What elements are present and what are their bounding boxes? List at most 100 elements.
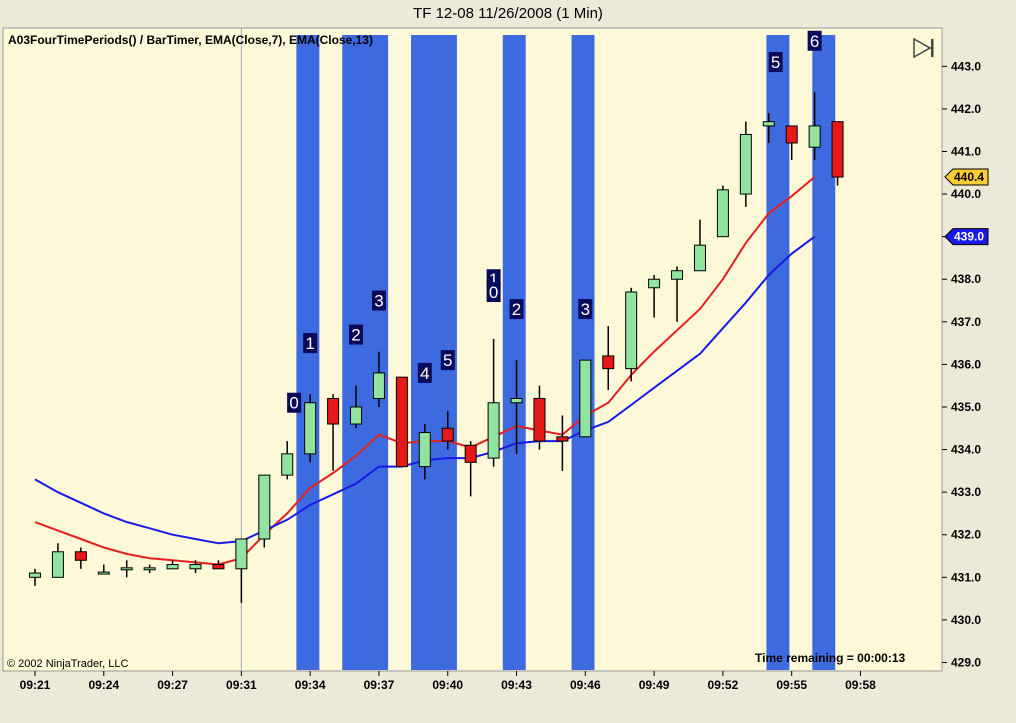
- count-label: 5: [443, 351, 452, 370]
- candle-up: [808, 125, 821, 148]
- candle-up: [693, 244, 706, 272]
- y-tick-label: 429.0: [951, 655, 981, 669]
- play-step-icon[interactable]: [911, 36, 937, 60]
- y-tick-label: 441.0: [951, 144, 981, 158]
- candle-up: [579, 359, 592, 438]
- y-tick-label: 431.0: [951, 570, 981, 584]
- count-label: 2: [351, 326, 360, 345]
- y-tick-label: 432.0: [951, 528, 981, 542]
- candle-up: [762, 121, 775, 127]
- x-tick-label: 09:49: [639, 678, 670, 692]
- x-tick-label: 09:27: [157, 678, 188, 692]
- candle-up: [648, 278, 661, 289]
- candle-up: [671, 270, 684, 280]
- candle-down: [556, 436, 569, 442]
- bar-timer-text: Time remaining = 00:00:13: [755, 651, 906, 665]
- candle-up: [625, 291, 638, 370]
- x-tick-label: 09:55: [776, 678, 807, 692]
- y-tick-label: 436.0: [951, 357, 981, 371]
- x-tick-label: 09:21: [20, 678, 51, 692]
- candle-up: [166, 564, 179, 570]
- period-band: [766, 35, 790, 670]
- y-tick-label: 442.0: [951, 102, 981, 116]
- candle-down: [602, 355, 615, 370]
- x-tick-label: 09:40: [432, 678, 463, 692]
- period-band: [342, 35, 389, 670]
- count-label: 1: [489, 270, 498, 289]
- count-label-box: [371, 290, 386, 311]
- y-tick-label: 440.0: [951, 187, 981, 201]
- count-label: 4: [420, 364, 429, 383]
- candle-up: [418, 432, 431, 468]
- candle-up: [235, 538, 248, 570]
- candle-down: [464, 444, 477, 463]
- x-tick-label: 09:58: [845, 678, 876, 692]
- y-tick-label: 435.0: [951, 400, 981, 414]
- candles-group: [29, 91, 844, 603]
- candle-down: [395, 376, 408, 468]
- copyright-text: © 2002 NinjaTrader, LLC: [7, 658, 129, 670]
- candle-up: [487, 402, 500, 459]
- x-tick-label: 09:37: [364, 678, 395, 692]
- count-label: 0: [289, 394, 298, 413]
- count-label: 2: [512, 300, 521, 319]
- y-tick-label: 443.0: [951, 59, 981, 73]
- indicator-label: A03FourTimePeriods() / BarTimer, EMA(Clo…: [8, 33, 373, 47]
- count-label-box: [768, 52, 783, 73]
- candle-up: [258, 474, 271, 540]
- candle-up: [739, 133, 752, 195]
- candle-down: [327, 397, 340, 425]
- x-tick-label: 09:52: [708, 678, 739, 692]
- count-label: 3: [581, 300, 590, 319]
- candle-up: [120, 567, 133, 571]
- candle-up: [189, 564, 202, 570]
- count-label-box: [578, 299, 593, 320]
- plot-area: [3, 28, 942, 671]
- ema-price-tag: [944, 228, 989, 246]
- last-price-tag: [944, 168, 989, 186]
- x-tick-label: 09:31: [226, 678, 257, 692]
- price-tag-label: 439.0: [954, 230, 984, 244]
- count-label-box: [440, 350, 455, 371]
- count-label-box: [807, 30, 822, 51]
- candle-up: [716, 189, 729, 238]
- candle-up: [143, 567, 156, 571]
- y-tick-label: 434.0: [951, 443, 981, 457]
- candle-up: [510, 397, 523, 404]
- candle-up: [97, 571, 110, 575]
- period-band: [502, 35, 526, 670]
- plot-border: [2, 27, 943, 672]
- count-label: 6: [810, 32, 819, 51]
- candle-down: [785, 125, 798, 144]
- candle-down: [74, 551, 87, 561]
- count-label-box: [509, 299, 524, 320]
- count-label: 5: [771, 53, 780, 72]
- period-band: [812, 35, 836, 670]
- count-label-box: [417, 362, 432, 383]
- count-label: 0: [489, 283, 498, 302]
- x-tick-label: 09:46: [570, 678, 601, 692]
- count-label-box: [287, 392, 302, 413]
- period-band: [571, 35, 595, 670]
- x-tick-label: 09:24: [88, 678, 119, 692]
- candle-down: [831, 121, 844, 178]
- candle-up: [350, 406, 363, 425]
- y-tick-label: 437.0: [951, 315, 981, 329]
- y-tick-label: 433.0: [951, 485, 981, 499]
- candle-up: [51, 551, 64, 578]
- count-label-box: [486, 282, 501, 303]
- x-tick-label: 09:34: [295, 678, 326, 692]
- count-label: 3: [374, 292, 383, 311]
- candle-up: [29, 572, 41, 578]
- y-tick-label: 438.0: [951, 272, 981, 286]
- window-title: TF 12-08 11/26/2008 (1 Min): [413, 5, 603, 22]
- count-label: 1: [305, 334, 314, 353]
- candle-up: [281, 453, 294, 476]
- count-label-box: [349, 324, 364, 345]
- x-tick-label: 09:43: [501, 678, 532, 692]
- candle-up: [372, 372, 385, 399]
- y-tick-label: 430.0: [951, 613, 981, 627]
- candle-down: [441, 427, 454, 442]
